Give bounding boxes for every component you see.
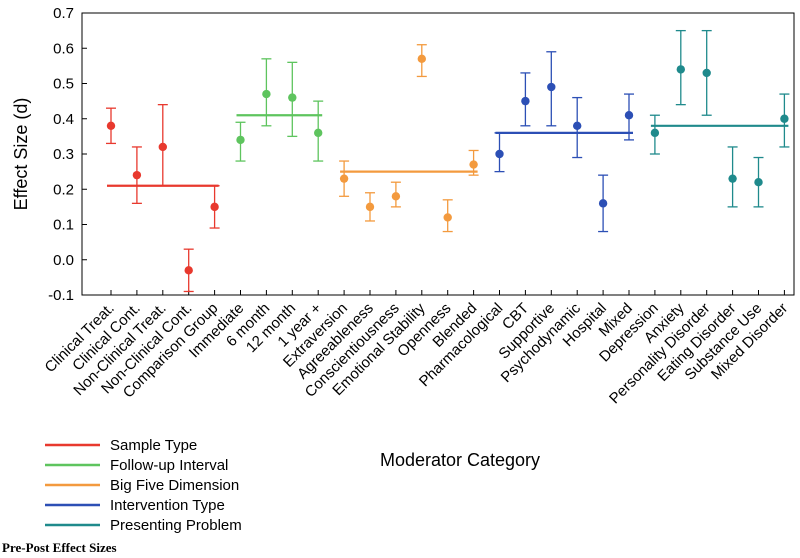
data-point [702,68,711,78]
y-tick-label: 0.1 [53,217,74,234]
y-tick-label: 0.6 [53,40,74,57]
y-tick-label: 0.4 [53,111,74,128]
data-point [339,174,349,183]
data-point [573,121,582,130]
legend: Sample Type Follow-up Interval Big Five Di… [45,437,242,534]
data-point [210,202,219,212]
data-point [650,128,660,138]
data-point [262,89,271,99]
data-point [495,149,504,159]
footnote: Pre-Post Effect Sizes [2,540,117,555]
data-point [754,178,763,187]
data-point [780,114,789,123]
data-point [521,96,530,106]
legend-label: Big Five Dimension [110,477,239,494]
y-tick-label: 0.2 [53,181,74,198]
data-point [443,213,452,222]
y-tick-label: 0.5 [53,76,74,93]
data-point [158,142,167,152]
data-point [417,54,426,64]
data-point [132,170,142,180]
data-point [106,121,116,130]
data-point [365,202,375,212]
data-point [728,174,737,183]
x-axis [110,290,785,295]
data-point [288,93,297,102]
y-tick-label: -0.1 [48,287,74,304]
y-axis-title: Effect Size (d) [11,98,31,211]
y-tick-label: 0.7 [53,5,74,22]
data-point [391,192,401,201]
category-labels: Clinical Treat.Clinical Cont.Non-Clinica… [42,299,792,407]
legend-label: Intervention Type [110,497,225,514]
legend-label: Presenting Problem [110,517,242,534]
data-point [314,128,323,138]
legend-label: Follow-up Interval [110,457,228,474]
y-axis: -0.1 0.0 0.1 0.2 0.3 0.4 0.5 0.6 0.7 [48,5,87,304]
chart-marks [106,29,790,293]
y-tick-label: 0.0 [53,252,74,269]
y-tick-label: 0.3 [53,146,74,163]
data-point [624,111,634,120]
x-axis-title: Moderator Category [380,450,540,470]
data-point [184,266,193,275]
data-point [236,135,245,145]
legend-label: Sample Type [110,437,197,454]
data-point [547,82,556,92]
data-point [469,160,478,169]
data-point [676,65,685,74]
data-point [598,199,608,208]
